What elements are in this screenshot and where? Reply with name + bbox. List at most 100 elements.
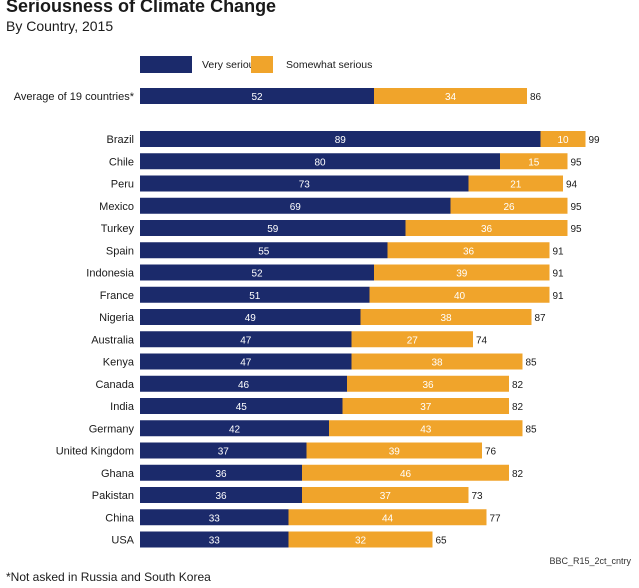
bar-value-peru-series-2: 21 [510, 180, 522, 191]
bar-spain-series-1 [140, 242, 388, 259]
bar-germany-series-2 [329, 420, 523, 437]
total-label-pakistan: 73 [472, 491, 484, 502]
category-label-peru: Peru [111, 179, 134, 191]
bar-value-china-series-2: 44 [382, 513, 394, 524]
category-label-chile: Chile [109, 156, 134, 168]
bar-value-turkey-series-1: 59 [267, 224, 279, 235]
total-label-spain: 91 [553, 246, 565, 257]
bar-indonesia-series-2 [374, 264, 550, 281]
chart-subtitle: By Country, 2015 [6, 18, 114, 34]
bar-value-spain-series-2: 36 [463, 246, 475, 257]
category-label-united-kingdom: United Kingdom [56, 446, 134, 458]
bar-chile-series-1 [140, 153, 500, 170]
bar-value-average-of-19-countries-series-1: 52 [251, 92, 263, 103]
category-label-france: France [100, 290, 134, 302]
bar-value-usa-series-1: 33 [209, 536, 221, 547]
bar-turkey-series-1 [140, 220, 406, 236]
total-label-australia: 74 [476, 335, 488, 346]
bar-brazil-series-1 [140, 131, 541, 147]
bar-value-germany-series-2: 43 [420, 424, 432, 435]
category-label-india: India [110, 401, 135, 413]
legend-swatch-2 [251, 56, 273, 73]
bar-value-mexico-series-1: 69 [290, 202, 302, 213]
bar-value-brazil-series-2: 10 [557, 135, 569, 146]
bar-value-india-series-1: 45 [236, 402, 248, 413]
category-label-ghana: Ghana [101, 468, 135, 480]
bar-value-brazil-series-1: 89 [335, 135, 347, 146]
bar-value-turkey-series-2: 36 [481, 224, 493, 235]
total-label-peru: 94 [566, 180, 578, 191]
category-label-kenya: Kenya [103, 357, 135, 369]
bar-value-pakistan-series-2: 37 [380, 491, 392, 502]
bar-value-australia-series-2: 27 [407, 335, 419, 346]
source-label: BBC_R15_2ct_cntry [549, 556, 631, 566]
category-label-mexico: Mexico [99, 201, 134, 213]
total-label-france: 91 [553, 291, 565, 302]
total-label-brazil: 99 [589, 135, 601, 146]
bar-value-france-series-2: 40 [454, 291, 466, 302]
category-label-pakistan: Pakistan [92, 490, 134, 502]
bar-value-france-series-1: 51 [249, 291, 261, 302]
bar-value-germany-series-1: 42 [229, 424, 241, 435]
bar-united-kingdom-series-1 [140, 442, 307, 459]
total-label-kenya: 85 [526, 358, 538, 369]
total-label-usa: 65 [436, 536, 448, 547]
bar-value-china-series-1: 33 [209, 513, 221, 524]
bar-value-canada-series-1: 46 [238, 380, 250, 391]
total-label-chile: 95 [571, 157, 583, 168]
bar-average-of-19-countries-series-1 [140, 88, 374, 104]
bar-usa-series-2 [288, 531, 433, 548]
bar-value-average-of-19-countries-series-2: 34 [445, 92, 457, 103]
total-label-germany: 85 [526, 424, 538, 435]
bar-nigeria-series-1 [140, 309, 361, 325]
bar-china-series-2 [288, 509, 487, 526]
chart-title: Seriousness of Climate Change [6, 0, 277, 16]
bar-value-indonesia-series-1: 52 [251, 269, 263, 280]
bar-india-series-2 [342, 398, 509, 414]
bar-spain-series-2 [387, 242, 550, 259]
bar-value-mexico-series-2: 26 [503, 202, 515, 213]
bar-value-pakistan-series-1: 36 [215, 491, 227, 502]
legend-swatch-1 [140, 56, 192, 73]
total-label-average-of-19-countries: 86 [530, 92, 542, 103]
bar-china-series-1 [140, 509, 289, 526]
category-label-nigeria: Nigeria [99, 312, 135, 324]
bar-value-nigeria-series-2: 38 [440, 313, 452, 324]
bar-canada-series-2 [347, 375, 509, 392]
bar-ghana-series-1 [140, 464, 302, 481]
bar-average-of-19-countries-series-2 [374, 88, 527, 104]
bar-mexico-series-2 [450, 197, 568, 214]
bar-value-chile-series-2: 15 [528, 157, 540, 168]
bar-value-chile-series-1: 80 [314, 157, 326, 168]
bar-mexico-series-1 [140, 197, 451, 214]
bar-pakistan-series-1 [140, 487, 302, 503]
category-label-spain: Spain [106, 245, 134, 257]
bar-turkey-series-2 [405, 220, 568, 236]
bar-australia-series-2 [351, 331, 473, 348]
legend-label-2: Somewhat serious [286, 59, 372, 71]
category-label-brazil: Brazil [106, 134, 134, 146]
bar-value-nigeria-series-1: 49 [245, 313, 257, 324]
bar-value-united-kingdom-series-2: 39 [389, 447, 401, 458]
bar-kenya-series-2 [351, 353, 523, 370]
category-label-canada: Canada [95, 379, 134, 391]
bar-peru-series-1 [140, 175, 469, 192]
total-label-indonesia: 91 [553, 269, 565, 280]
total-label-united-kingdom: 76 [485, 447, 497, 458]
bar-brazil-series-2 [540, 131, 586, 147]
category-label-china: China [105, 512, 135, 524]
bar-united-kingdom-series-2 [306, 442, 482, 459]
bar-value-indonesia-series-2: 39 [456, 269, 468, 280]
category-label-germany: Germany [89, 423, 135, 435]
total-label-india: 82 [512, 402, 524, 413]
bar-value-peru-series-1: 73 [299, 180, 311, 191]
bar-value-australia-series-1: 47 [240, 335, 252, 346]
footnote: *Not asked in Russia and South Korea [6, 570, 211, 584]
bar-germany-series-1 [140, 420, 329, 437]
bar-kenya-series-1 [140, 353, 352, 370]
total-label-china: 77 [490, 513, 502, 524]
category-label-usa: USA [111, 535, 134, 547]
bar-ghana-series-2 [302, 464, 509, 481]
total-label-ghana: 82 [512, 469, 524, 480]
total-label-canada: 82 [512, 380, 524, 391]
